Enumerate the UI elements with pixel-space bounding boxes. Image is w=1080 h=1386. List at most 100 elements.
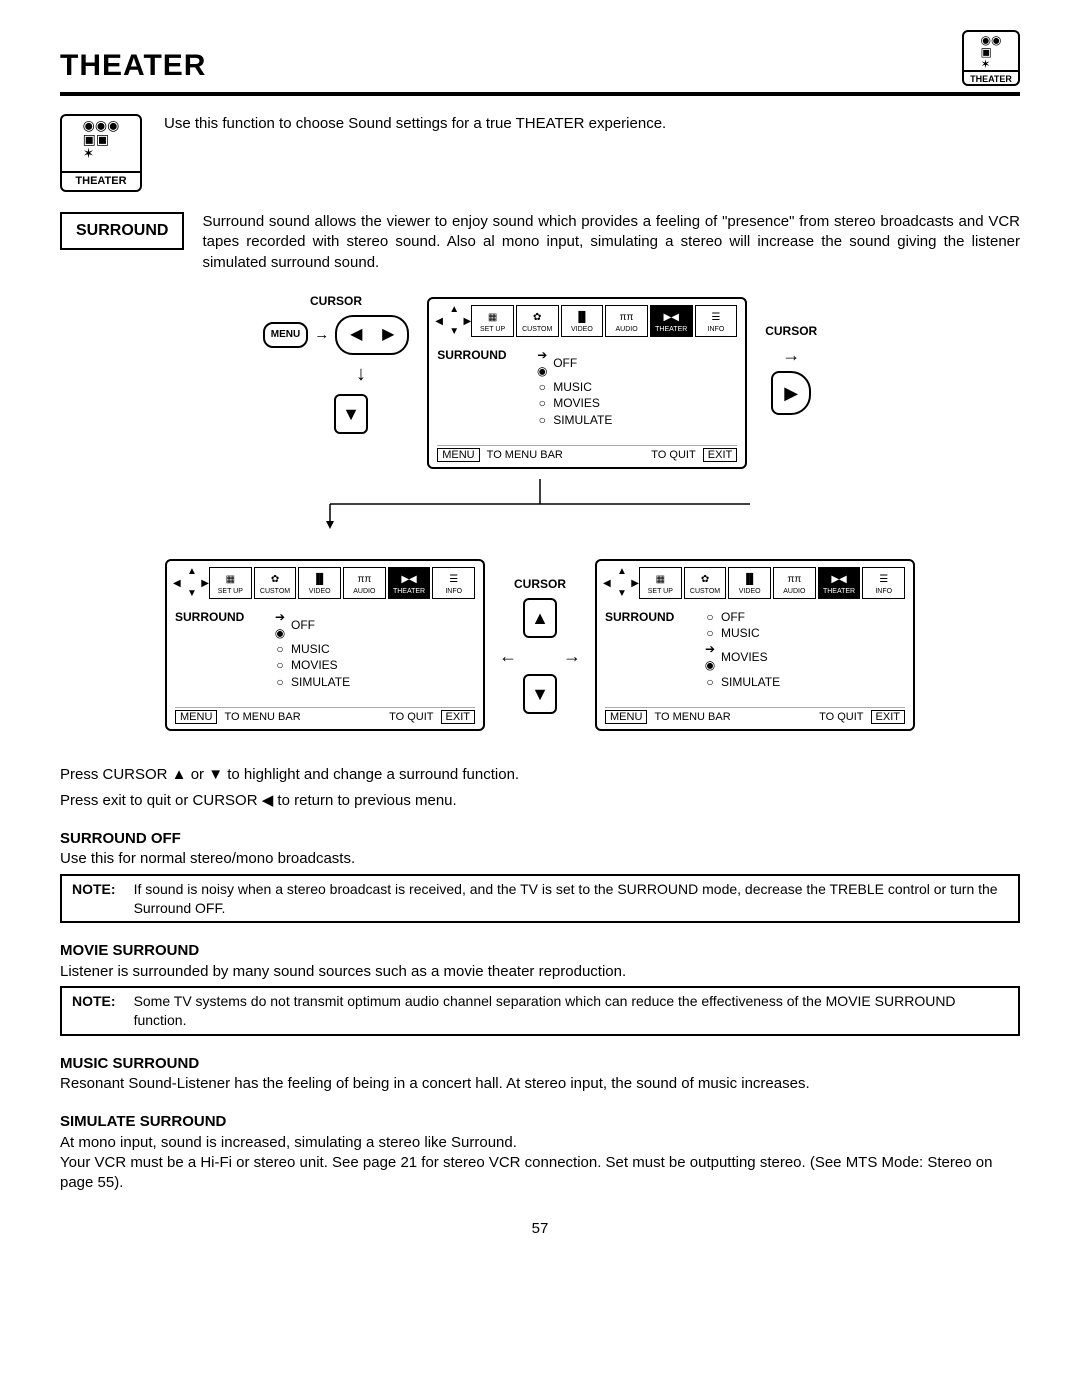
tab-custom[interactable]: ✿CUSTOM <box>516 305 559 337</box>
arrow-down-icon: ↓ <box>356 361 366 388</box>
page-number: 57 <box>60 1219 1020 1239</box>
nav-diamond-icon: ▲▼◀▶ <box>175 567 207 599</box>
instruction-line-2: Press exit to quit or CURSOR ◀ to return… <box>60 791 1020 811</box>
opt-movies[interactable]: ○MOVIES <box>535 395 612 411</box>
cursor-right-icon[interactable]: ▶ <box>375 321 401 349</box>
cursor-left-icon[interactable]: ◀ <box>343 321 369 349</box>
osd-surround-line: SURROUND ➔ ◉OFF ○MUSIC ○MOVIES ○SIMULATE <box>437 347 737 428</box>
opt-music[interactable]: ○MUSIC <box>703 625 780 641</box>
opt-music[interactable]: ○MUSIC <box>535 379 612 395</box>
tab-theater[interactable]: ▶◀THEATER <box>650 305 693 337</box>
connector-down <box>60 479 1020 535</box>
note-box-off: NOTE: If sound is noisy when a stereo br… <box>60 874 1020 924</box>
note-label: NOTE: <box>72 880 116 918</box>
intro-row: ◉◉◉▣▣✶ THEATER Use this function to choo… <box>60 114 1020 192</box>
opt-simulate[interactable]: ○SIMULATE <box>273 674 350 690</box>
note-label: NOTE: <box>72 992 116 1030</box>
opt-simulate[interactable]: ○SIMULATE <box>703 674 780 690</box>
opt-simulate[interactable]: ○SIMULATE <box>535 412 612 428</box>
title-underline <box>60 92 1020 96</box>
cursor-down-button[interactable]: ▼ <box>523 674 557 714</box>
page-header: THEATER ◉◉▣✶ THEATER <box>60 30 1020 86</box>
menu-button[interactable]: MENU <box>263 322 308 348</box>
tab-video[interactable]: ▐▌VIDEO <box>728 567 771 599</box>
surround-off-heading: SURROUND OFF <box>60 829 1020 849</box>
cursor-right-button[interactable]: ▶ <box>771 371 811 415</box>
tab-audio[interactable]: ππAUDIO <box>343 567 386 599</box>
tab-audio[interactable]: ππAUDIO <box>773 567 816 599</box>
footer-exit[interactable]: EXIT <box>703 448 737 462</box>
footer-exit[interactable]: EXIT <box>441 710 475 724</box>
osd-footer: MENU TO MENU BAR TO QUIT EXIT <box>175 707 475 725</box>
cursor-label: CURSOR <box>310 293 362 309</box>
osd-body: SURROUND ➔ ◉OFF ○MUSIC ○MOVIES ○SIMULATE <box>437 347 737 445</box>
osd-body: SURROUND ○OFF ○MUSIC ➔ ◉MOVIES ○SIMULATE <box>605 609 905 707</box>
tab-setup[interactable]: ▦SET UP <box>639 567 682 599</box>
footer-exit[interactable]: EXIT <box>871 710 905 724</box>
osd-surround-line: SURROUND ○OFF ○MUSIC ➔ ◉MOVIES ○SIMULATE <box>605 609 905 690</box>
osd-options: ➔ ◉OFF ○MUSIC ○MOVIES ○SIMULATE <box>535 347 612 428</box>
tab-custom[interactable]: ✿CUSTOM <box>254 567 297 599</box>
arrow-pair: ←→ <box>499 644 581 668</box>
arrow-right-icon: → <box>782 343 800 367</box>
opt-off[interactable]: ➔ ◉OFF <box>535 347 612 379</box>
surround-description-row: SURROUND Surround sound allows the viewe… <box>60 212 1020 273</box>
opt-off[interactable]: ○OFF <box>703 609 780 625</box>
page-title: THEATER <box>60 46 206 87</box>
tab-info[interactable]: ☰INFO <box>862 567 905 599</box>
simulate-surround-heading: SIMULATE SURROUND <box>60 1112 1020 1132</box>
tab-video[interactable]: ▐▌VIDEO <box>561 305 604 337</box>
osd-key: SURROUND <box>605 609 695 690</box>
cursor-updown-cluster: CURSOR ▲ ←→ ▼ <box>499 576 581 714</box>
osd-panel-top: ▲▼◀▶ ▦SET UP ✿CUSTOM ▐▌VIDEO ππAUDIO ▶◀T… <box>427 297 747 469</box>
opt-music[interactable]: ○MUSIC <box>273 641 350 657</box>
osd-tabs: ▲▼◀▶ ▦SET UP ✿CUSTOM ▐▌VIDEO ππAUDIO ▶◀T… <box>437 305 737 337</box>
diagram-bottom-row: ▲▼◀▶ ▦SET UP ✿CUSTOM ▐▌VIDEO ππAUDIO ▶◀T… <box>60 555 1020 735</box>
opt-movies[interactable]: ➔ ◉MOVIES <box>703 641 780 673</box>
theater-icon-large: ◉◉◉▣▣✶ THEATER <box>60 114 142 192</box>
osd-options: ○OFF ○MUSIC ➔ ◉MOVIES ○SIMULATE <box>703 609 780 690</box>
footer-menu[interactable]: MENU <box>175 710 217 724</box>
surround-description: Surround sound allows the viewer to enjo… <box>202 212 1020 273</box>
diagram-top-row: CURSOR MENU → ◀ ▶ ↓ ▼ ▲▼◀▶ ▦SET UP ✿CUST… <box>60 293 1020 473</box>
osd-body: SURROUND ➔ ◉OFF ○MUSIC ○MOVIES ○SIMULATE <box>175 609 475 707</box>
cursor-up-button[interactable]: ▲ <box>523 598 557 638</box>
arrow-right-icon: → <box>314 325 329 345</box>
tab-info[interactable]: ☰INFO <box>695 305 738 337</box>
tab-custom[interactable]: ✿CUSTOM <box>684 567 727 599</box>
diagram-area: CURSOR MENU → ◀ ▶ ↓ ▼ ▲▼◀▶ ▦SET UP ✿CUST… <box>60 293 1020 735</box>
connector-svg <box>290 479 790 529</box>
osd-footer: MENU TO MENU BAR TO QUIT EXIT <box>605 707 905 725</box>
simulate-surround-text-2: Your VCR must be a Hi-Fi or stereo unit.… <box>60 1153 1020 1194</box>
osd-key: SURROUND <box>175 609 265 690</box>
icon-label: THEATER <box>62 171 140 190</box>
left-right-buttons[interactable]: ◀ ▶ <box>335 315 409 355</box>
tab-setup[interactable]: ▦SET UP <box>471 305 514 337</box>
speaker-icon: ◉◉▣✶ <box>981 34 1002 70</box>
tab-theater[interactable]: ▶◀THEATER <box>818 567 861 599</box>
tab-audio[interactable]: ππAUDIO <box>605 305 648 337</box>
tab-video[interactable]: ▐▌VIDEO <box>298 567 341 599</box>
cursor-right-cluster: CURSOR → ▶ <box>765 323 817 415</box>
osd-key: SURROUND <box>437 347 527 428</box>
opt-off[interactable]: ➔ ◉OFF <box>273 609 350 641</box>
opt-movies[interactable]: ○MOVIES <box>273 657 350 673</box>
footer-menu[interactable]: MENU <box>605 710 647 724</box>
music-surround-text: Resonant Sound-Listener has the feeling … <box>60 1074 1020 1094</box>
osd-panel-right: ▲▼◀▶ ▦SET UP ✿CUSTOM ▐▌VIDEO ππAUDIO ▶◀T… <box>595 559 915 731</box>
osd-surround-line: SURROUND ➔ ◉OFF ○MUSIC ○MOVIES ○SIMULATE <box>175 609 475 690</box>
theater-corner-icon: ◉◉▣✶ THEATER <box>962 30 1020 86</box>
nav-diamond-icon: ▲▼◀▶ <box>437 305 469 337</box>
surround-off-text: Use this for normal stereo/mono broadcas… <box>60 849 1020 869</box>
surround-label-box: SURROUND <box>60 212 184 250</box>
movie-surround-heading: MOVIE SURROUND <box>60 941 1020 961</box>
osd-panel-left: ▲▼◀▶ ▦SET UP ✿CUSTOM ▐▌VIDEO ππAUDIO ▶◀T… <box>165 559 485 731</box>
footer-menu[interactable]: MENU <box>437 448 479 462</box>
tab-info[interactable]: ☰INFO <box>432 567 475 599</box>
cursor-label: CURSOR <box>765 323 817 339</box>
tab-theater[interactable]: ▶◀THEATER <box>388 567 431 599</box>
cursor-down-button[interactable]: ▼ <box>334 394 368 434</box>
speaker-icon: ◉◉◉▣▣✶ <box>83 118 120 160</box>
tab-setup[interactable]: ▦SET UP <box>209 567 252 599</box>
note-text: If sound is noisy when a stereo broadcas… <box>134 880 1008 918</box>
